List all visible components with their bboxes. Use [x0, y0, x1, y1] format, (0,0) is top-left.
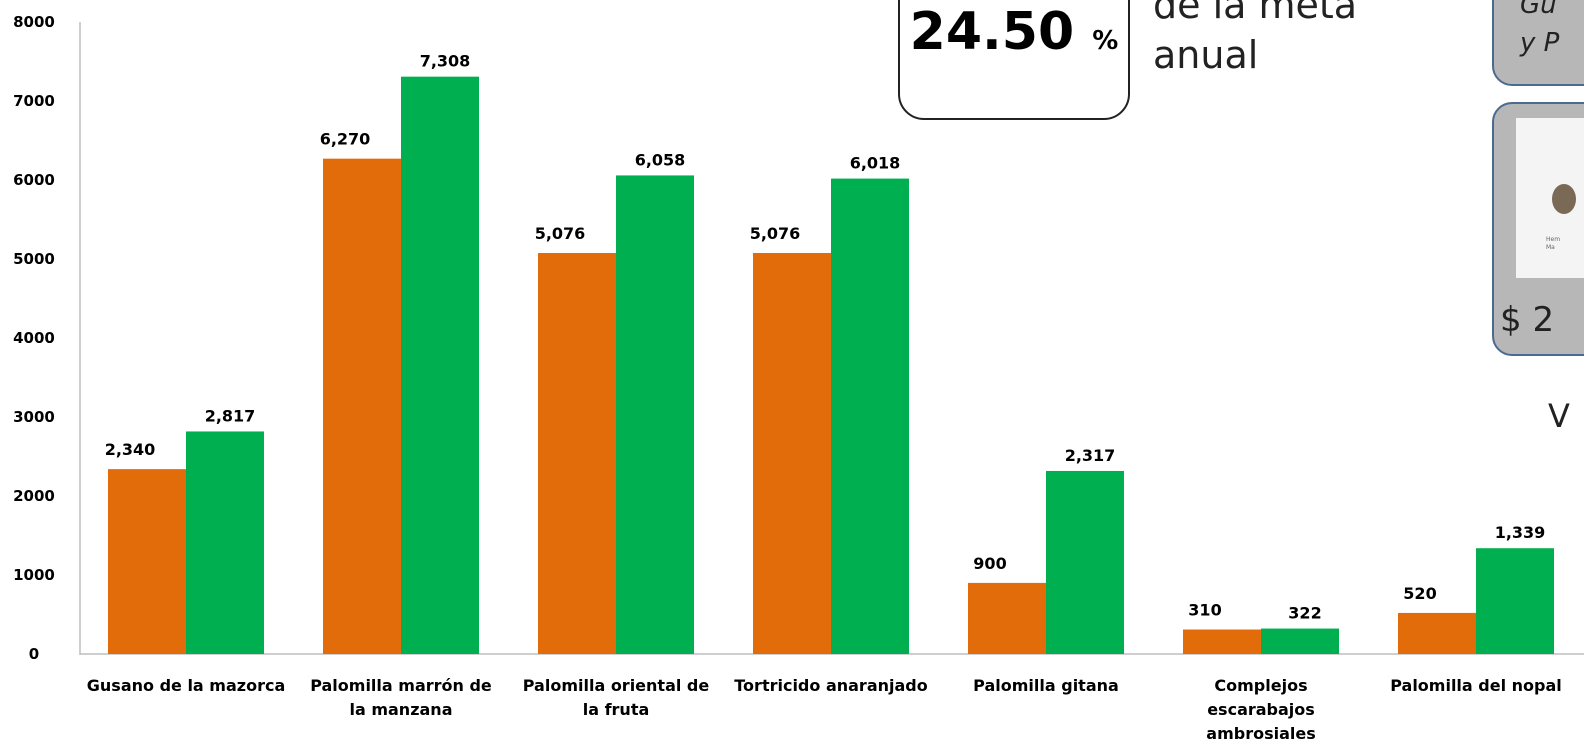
bar-s1-c4	[1046, 470, 1124, 654]
data-label-s1-c0: 2,817	[205, 406, 256, 425]
bar-s0-c2	[538, 252, 616, 654]
meta-percentage-box: 24.50 %	[898, 0, 1130, 120]
meta-percentage: 24.50 %	[900, 2, 1128, 62]
bars	[108, 76, 1554, 655]
data-label-s0-c6: 520	[1403, 584, 1436, 603]
data-label-s1-c3: 6,018	[850, 154, 901, 173]
right-top-line-2: y P	[1520, 28, 1560, 58]
category-label-1-line-0: Palomilla marrón de	[310, 676, 492, 695]
right-letter: V	[1548, 397, 1570, 435]
data-label-s0-c0: 2,340	[105, 440, 156, 459]
data-label-s0-c1: 6,270	[320, 130, 371, 149]
category-labels: Gusano de la mazorca Palomilla marrón de l…	[87, 676, 1562, 743]
y-tick-label-4: 4000	[13, 329, 55, 347]
bar-s1-c0	[186, 431, 264, 654]
data-label-s1-c2: 6,058	[635, 150, 686, 169]
card-image-caption-line-1: Hem	[1546, 236, 1561, 243]
right-top-line-1: Gu	[1520, 0, 1557, 20]
category-label-3-line-0: Tortricido anaranjado	[734, 676, 927, 695]
data-label-s1-c6: 1,339	[1495, 523, 1546, 542]
bar-s0-c0	[108, 469, 186, 654]
card-portrait-icon	[1552, 184, 1576, 214]
meta-caption: de la meta anual	[1153, 0, 1357, 80]
category-label-5-line-0: Complejos	[1214, 676, 1307, 695]
data-label-s1-c4: 2,317	[1065, 446, 1116, 465]
right-top-panel: Gu y P	[1492, 0, 1584, 86]
category-label-1-line-1: la manzana	[349, 700, 452, 719]
meta-percentage-value: 24.50	[909, 2, 1075, 62]
data-label-s0-c4: 900	[973, 554, 1006, 573]
y-tick-label-0: 0	[29, 645, 39, 663]
bar-s0-c5	[1183, 629, 1261, 654]
y-tick-label-8: 8000	[13, 13, 55, 31]
card-image-caption-line-2: Ma	[1546, 244, 1555, 251]
category-label-2-line-1: la fruta	[583, 700, 650, 719]
bar-s1-c3	[831, 178, 909, 654]
y-tick-label-6: 6000	[13, 171, 55, 189]
y-tick-label-7: 7000	[13, 92, 55, 110]
bar-s0-c6	[1398, 612, 1476, 654]
bar-s1-c6	[1476, 548, 1554, 654]
y-tick-label-1: 1000	[13, 566, 55, 584]
card-amount: $ 2	[1500, 300, 1555, 340]
meta-caption-line-2: anual	[1153, 33, 1259, 77]
data-label-s0-c5: 310	[1188, 601, 1221, 620]
data-label-s0-c2: 5,076	[535, 224, 586, 243]
bar-s0-c3	[753, 252, 831, 654]
category-label-0-line-0: Gusano de la mazorca	[87, 676, 285, 695]
card-image: Hem Ma	[1516, 118, 1584, 278]
y-axis-ticks: 0 1000 2000 3000 4000 5000 6000 7000 8000	[13, 13, 55, 663]
data-label-s0-c3: 5,076	[750, 224, 801, 243]
data-labels: 2,340 6,270 5,076 5,076 900 310 520 2,817 7,308 6…	[105, 52, 1546, 623]
meta-caption-line-1: de la meta	[1153, 0, 1358, 27]
y-tick-label-3: 3000	[13, 408, 55, 426]
category-label-5-line-1: escarabajos	[1207, 700, 1315, 719]
right-top-text: Gu y P	[1520, 0, 1559, 62]
category-label-6-line-0: Palomilla del nopal	[1390, 676, 1562, 695]
category-label-4-line-0: Palomilla gitana	[973, 676, 1119, 695]
meta-percentage-unit: %	[1092, 26, 1119, 56]
bar-s1-c2	[616, 175, 694, 654]
y-tick-label-5: 5000	[13, 250, 55, 268]
bar-s0-c1	[323, 158, 401, 655]
card-image-caption: Hem Ma	[1546, 236, 1560, 252]
data-label-s1-c1: 7,308	[420, 52, 471, 71]
category-label-5-line-2: ambrosiales	[1206, 724, 1315, 743]
bar-s1-c5	[1261, 628, 1339, 654]
right-card-panel: Hem Ma $ 2	[1492, 102, 1584, 356]
bar-s0-c4	[968, 582, 1046, 654]
y-tick-label-2: 2000	[13, 487, 55, 505]
category-label-2-line-0: Palomilla oriental de	[523, 676, 710, 695]
data-label-s1-c5: 322	[1288, 604, 1321, 623]
bar-s1-c1	[401, 76, 479, 655]
